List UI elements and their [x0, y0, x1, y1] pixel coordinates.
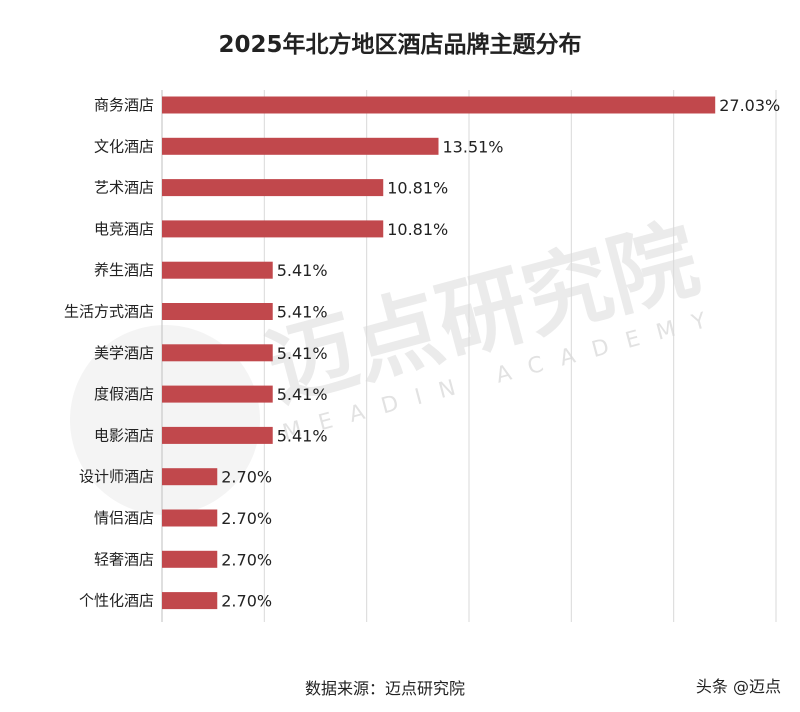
category-label: 电影酒店 — [94, 426, 154, 444]
bar — [162, 220, 384, 238]
credit-note: 头条 @迈点 — [696, 677, 781, 696]
data-label: 5.41% — [277, 426, 328, 445]
data-label: 2.70% — [221, 468, 272, 487]
data-label: 5.41% — [277, 303, 328, 322]
category-label: 生活方式酒店 — [64, 303, 154, 321]
category-label: 情侣酒店 — [94, 509, 154, 527]
gridlines — [263, 90, 777, 622]
data-label: 10.81% — [387, 179, 448, 198]
meadin-logo-icon — [70, 325, 260, 515]
data-label: 2.70% — [221, 509, 272, 528]
data-label: 5.41% — [277, 344, 328, 363]
bar — [162, 426, 273, 444]
data-label: 13.51% — [443, 137, 504, 156]
chart-title: 2025年北方地区酒店品牌主题分布 — [218, 31, 581, 58]
bar — [162, 385, 273, 403]
value-labels: 27.03% 13.51% 10.81% 10.81% 5.41% 5.41% 5.41% 5… — [221, 96, 780, 611]
data-label: 2.70% — [221, 550, 272, 569]
bar — [162, 344, 273, 362]
bar — [162, 179, 384, 197]
category-label: 文化酒店 — [94, 137, 154, 155]
data-label: 5.41% — [277, 385, 328, 404]
category-label: 电竞酒店 — [94, 220, 154, 238]
data-label: 5.41% — [277, 261, 328, 280]
bar — [162, 592, 218, 610]
category-label: 设计师酒店 — [79, 468, 154, 486]
category-label: 度假酒店 — [94, 385, 154, 403]
data-label: 10.81% — [387, 220, 448, 239]
bars — [162, 96, 716, 610]
bar — [162, 96, 716, 114]
category-labels: 商务酒店文化酒店艺术酒店电竞酒店养生酒店生活方式酒店美学酒店度假酒店电影酒店设计… — [64, 96, 154, 610]
bar — [162, 468, 218, 486]
category-label: 个性化酒店 — [79, 592, 154, 610]
category-label: 轻奢酒店 — [94, 550, 154, 568]
bar — [162, 137, 439, 155]
category-label: 商务酒店 — [94, 96, 154, 114]
bar — [162, 261, 273, 279]
category-label: 艺术酒店 — [94, 179, 154, 197]
source-note: 数据来源：迈点研究院 — [305, 679, 465, 698]
category-label: 养生酒店 — [94, 261, 154, 279]
category-label: 美学酒店 — [94, 344, 154, 362]
bar — [162, 509, 218, 527]
data-label: 27.03% — [719, 96, 780, 115]
bar — [162, 550, 218, 568]
bar — [162, 303, 273, 320]
data-label: 2.70% — [221, 592, 272, 611]
